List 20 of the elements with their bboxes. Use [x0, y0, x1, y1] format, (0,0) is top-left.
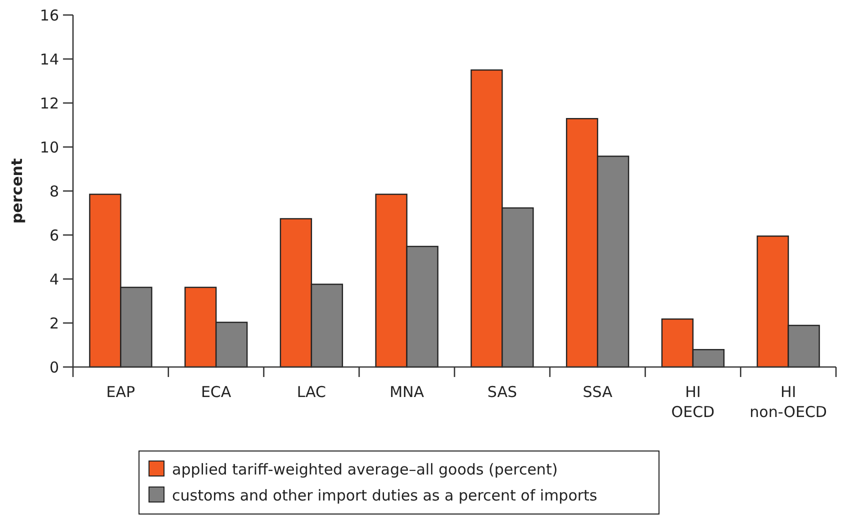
- x-tick-label: SAS: [487, 383, 517, 401]
- y-tick-label: 8: [49, 182, 59, 200]
- x-tick-label: EAP: [106, 383, 136, 401]
- y-tick-label: 12: [40, 94, 59, 112]
- x-tick-label: MNA: [390, 383, 425, 401]
- x-tick-label: LAC: [296, 383, 326, 401]
- y-tick-label: 14: [40, 50, 59, 68]
- y-tick-label: 16: [40, 6, 59, 24]
- y-tick-label: 2: [49, 314, 59, 332]
- x-tick-label: HI OECD: [671, 383, 715, 421]
- x-tick-label: HI non-OECD: [750, 383, 827, 421]
- y-tick-label: 10: [40, 138, 59, 156]
- x-tick-label: ECA: [200, 383, 232, 401]
- y-tick-label: 6: [49, 226, 59, 244]
- y-tick-label: 0: [49, 358, 59, 376]
- legend-label: customs and other import duties as a percent of imports: [172, 486, 598, 504]
- legend-label: applied tariff-weighted average–all goods (percent): [172, 460, 558, 478]
- y-axis-title: percent: [8, 158, 26, 224]
- x-tick-label: SSA: [582, 383, 614, 401]
- y-tick-label: 4: [49, 270, 59, 288]
